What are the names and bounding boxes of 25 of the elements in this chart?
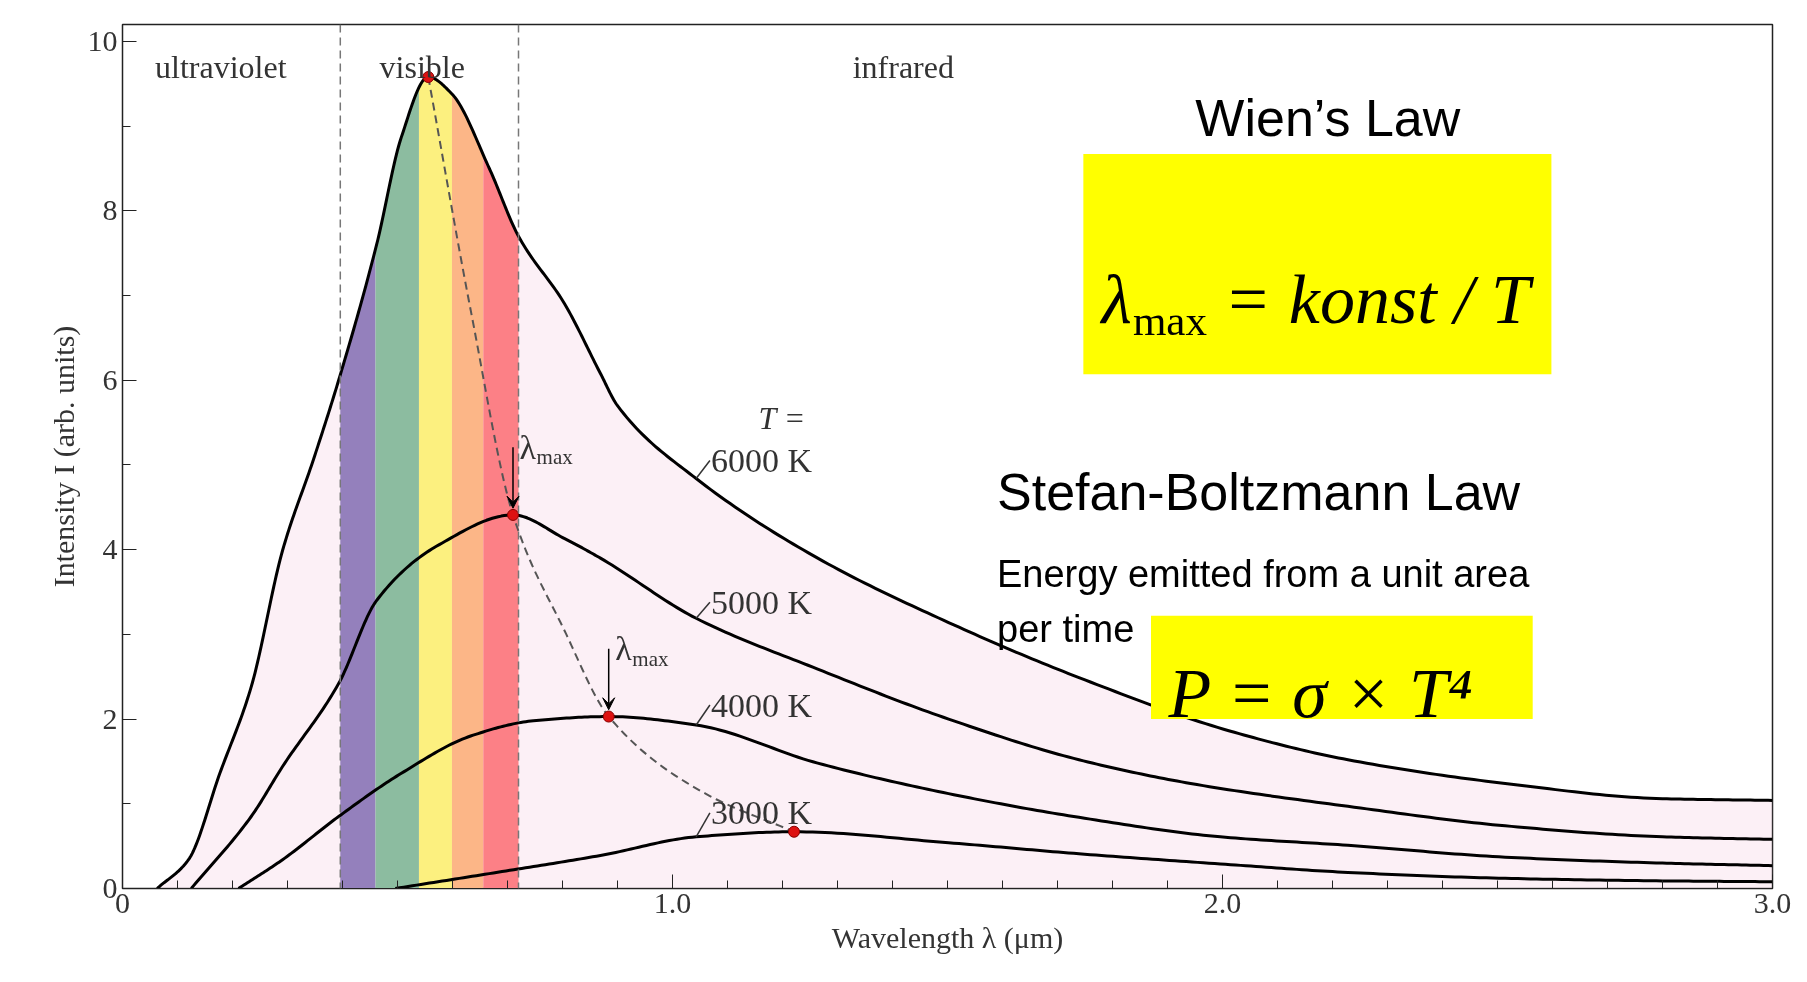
annotation: Stefan-Boltzmann Law [997,463,1521,522]
y-tick-label: 8 [102,193,118,227]
y-tick-label: 4 [102,532,118,566]
point [507,508,519,521]
x-tick-label: 2.0 [1203,885,1242,919]
y-tick-label: 2 [102,701,118,735]
y-tick-label: 10 [87,23,118,57]
annotation: P = σ × T⁴ [1167,655,1473,733]
x-tick-label: 1.0 [653,885,692,919]
series-label: 4000 K [711,686,813,724]
series-label: 6000 K [711,441,813,479]
annotation: infrared [852,48,954,85]
x-tick-label: 3.0 [1753,885,1792,919]
annotation: Energy emitted from a unit area per time [997,553,1531,650]
series-label: 5000 K [711,583,813,621]
annotation: T = [758,400,806,437]
x-axis-title: Wavelength λ (μm) [831,920,1064,955]
series-label: 3000 K [711,794,813,832]
annotation: Wien’s Law [1195,88,1461,147]
point [788,825,801,838]
annotation: visible [379,48,465,85]
annotation: ultraviolet [155,48,287,85]
y-axis-title: Intensity I (arb. units) [46,325,81,588]
y-tick-label: 6 [102,362,118,396]
point [602,710,615,723]
